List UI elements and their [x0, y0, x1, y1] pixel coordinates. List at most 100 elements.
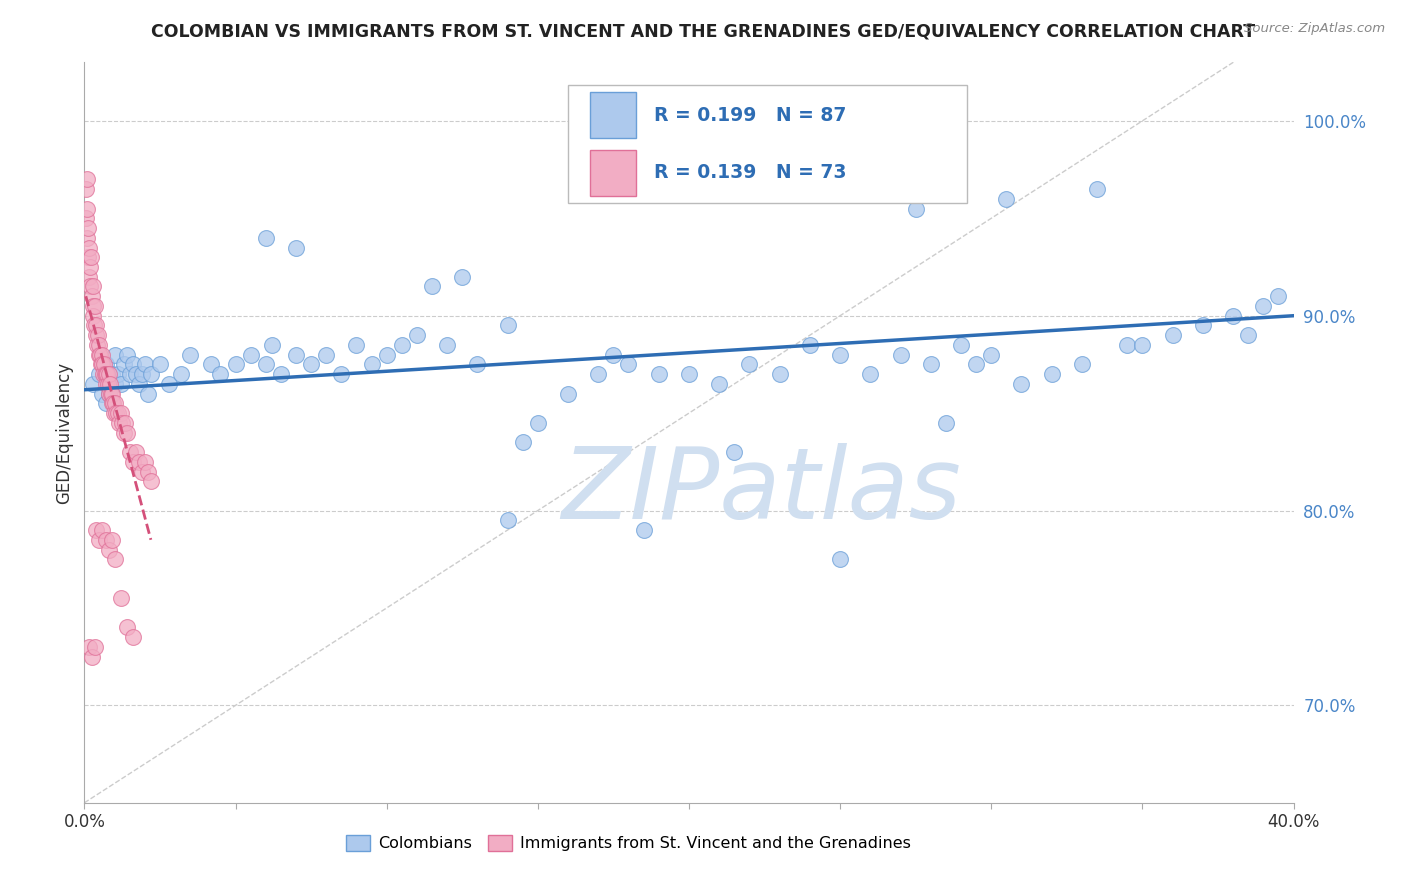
Point: [1253, 299, 1275, 313]
Point: [330, 367, 353, 381]
Point: [285, 240, 308, 255]
Point: [935, 416, 957, 430]
Text: R = 0.139   N = 73: R = 0.139 N = 73: [654, 163, 846, 182]
Point: [110, 406, 132, 420]
Point: [98, 386, 121, 401]
Point: [980, 348, 1002, 362]
Point: [96, 367, 118, 381]
Point: [299, 358, 322, 372]
Point: [709, 376, 731, 391]
Point: [179, 348, 201, 362]
Point: [134, 455, 156, 469]
Text: COLOMBIAN VS IMMIGRANTS FROM ST. VINCENT AND THE GRENADINES GED/EQUIVALENCY CORR: COLOMBIAN VS IMMIGRANTS FROM ST. VINCENT…: [150, 22, 1256, 40]
Point: [103, 406, 125, 420]
Point: [121, 630, 143, 644]
Point: [904, 202, 927, 216]
Point: [87, 348, 110, 362]
Point: [170, 367, 193, 381]
Point: [769, 367, 792, 381]
Point: [76, 172, 98, 186]
Point: [112, 358, 135, 372]
Point: [89, 533, 111, 547]
Point: [270, 367, 292, 381]
Point: [91, 386, 114, 401]
Point: [104, 396, 127, 410]
Point: [200, 358, 222, 372]
Point: [125, 367, 148, 381]
Point: [79, 279, 101, 293]
Point: [451, 269, 474, 284]
Point: [436, 338, 458, 352]
Point: [1222, 309, 1244, 323]
Point: [86, 338, 108, 352]
Point: [139, 475, 162, 489]
Point: [80, 250, 103, 264]
Point: [209, 367, 232, 381]
Text: R = 0.199   N = 87: R = 0.199 N = 87: [654, 105, 846, 125]
Point: [136, 386, 159, 401]
Legend: Colombians, Immigrants from St. Vincent and the Grenadines: Colombians, Immigrants from St. Vincent …: [340, 829, 917, 858]
Point: [110, 376, 132, 391]
Point: [94, 396, 117, 410]
Point: [91, 523, 114, 537]
Point: [121, 358, 143, 372]
Point: [1267, 289, 1289, 303]
Point: [83, 318, 105, 333]
Point: [239, 348, 262, 362]
Point: [118, 445, 141, 459]
Point: [662, 172, 685, 186]
Point: [94, 358, 117, 372]
Point: [254, 231, 277, 245]
Point: [139, 367, 162, 381]
Point: [496, 318, 519, 333]
Point: [104, 348, 127, 362]
Point: [118, 367, 141, 381]
Point: [391, 338, 413, 352]
Point: [115, 348, 138, 362]
Point: [920, 358, 942, 372]
Point: [360, 358, 382, 372]
Point: [1011, 376, 1033, 391]
Point: [738, 358, 761, 372]
Point: [131, 367, 153, 381]
Text: Source: ZipAtlas.com: Source: ZipAtlas.com: [1244, 22, 1385, 36]
Point: [104, 376, 127, 391]
Point: [89, 348, 111, 362]
Point: [86, 318, 108, 333]
Point: [121, 455, 143, 469]
Point: [77, 640, 100, 654]
Point: [467, 358, 489, 372]
Point: [108, 416, 131, 430]
Point: [94, 376, 117, 391]
Point: [107, 406, 129, 420]
Point: [890, 348, 912, 362]
Point: [91, 367, 114, 381]
Point: [101, 396, 124, 410]
Point: [136, 465, 159, 479]
FancyBboxPatch shape: [589, 92, 636, 138]
Point: [105, 406, 128, 420]
Point: [82, 279, 104, 293]
Point: [128, 376, 150, 391]
Point: [859, 367, 882, 381]
Point: [723, 445, 745, 459]
Point: [93, 358, 115, 372]
Point: [633, 523, 655, 537]
Text: ZIPatlas: ZIPatlas: [561, 443, 962, 541]
Point: [527, 416, 550, 430]
Point: [1085, 182, 1108, 196]
Point: [950, 338, 973, 352]
Point: [76, 231, 98, 245]
Point: [94, 533, 117, 547]
Point: [79, 260, 101, 274]
Point: [830, 348, 852, 362]
Point: [97, 386, 120, 401]
Point: [101, 386, 124, 401]
Point: [830, 552, 852, 566]
FancyBboxPatch shape: [568, 85, 967, 203]
Point: [107, 367, 129, 381]
Point: [1040, 367, 1063, 381]
Point: [98, 376, 121, 391]
Point: [89, 367, 111, 381]
Point: [512, 435, 534, 450]
